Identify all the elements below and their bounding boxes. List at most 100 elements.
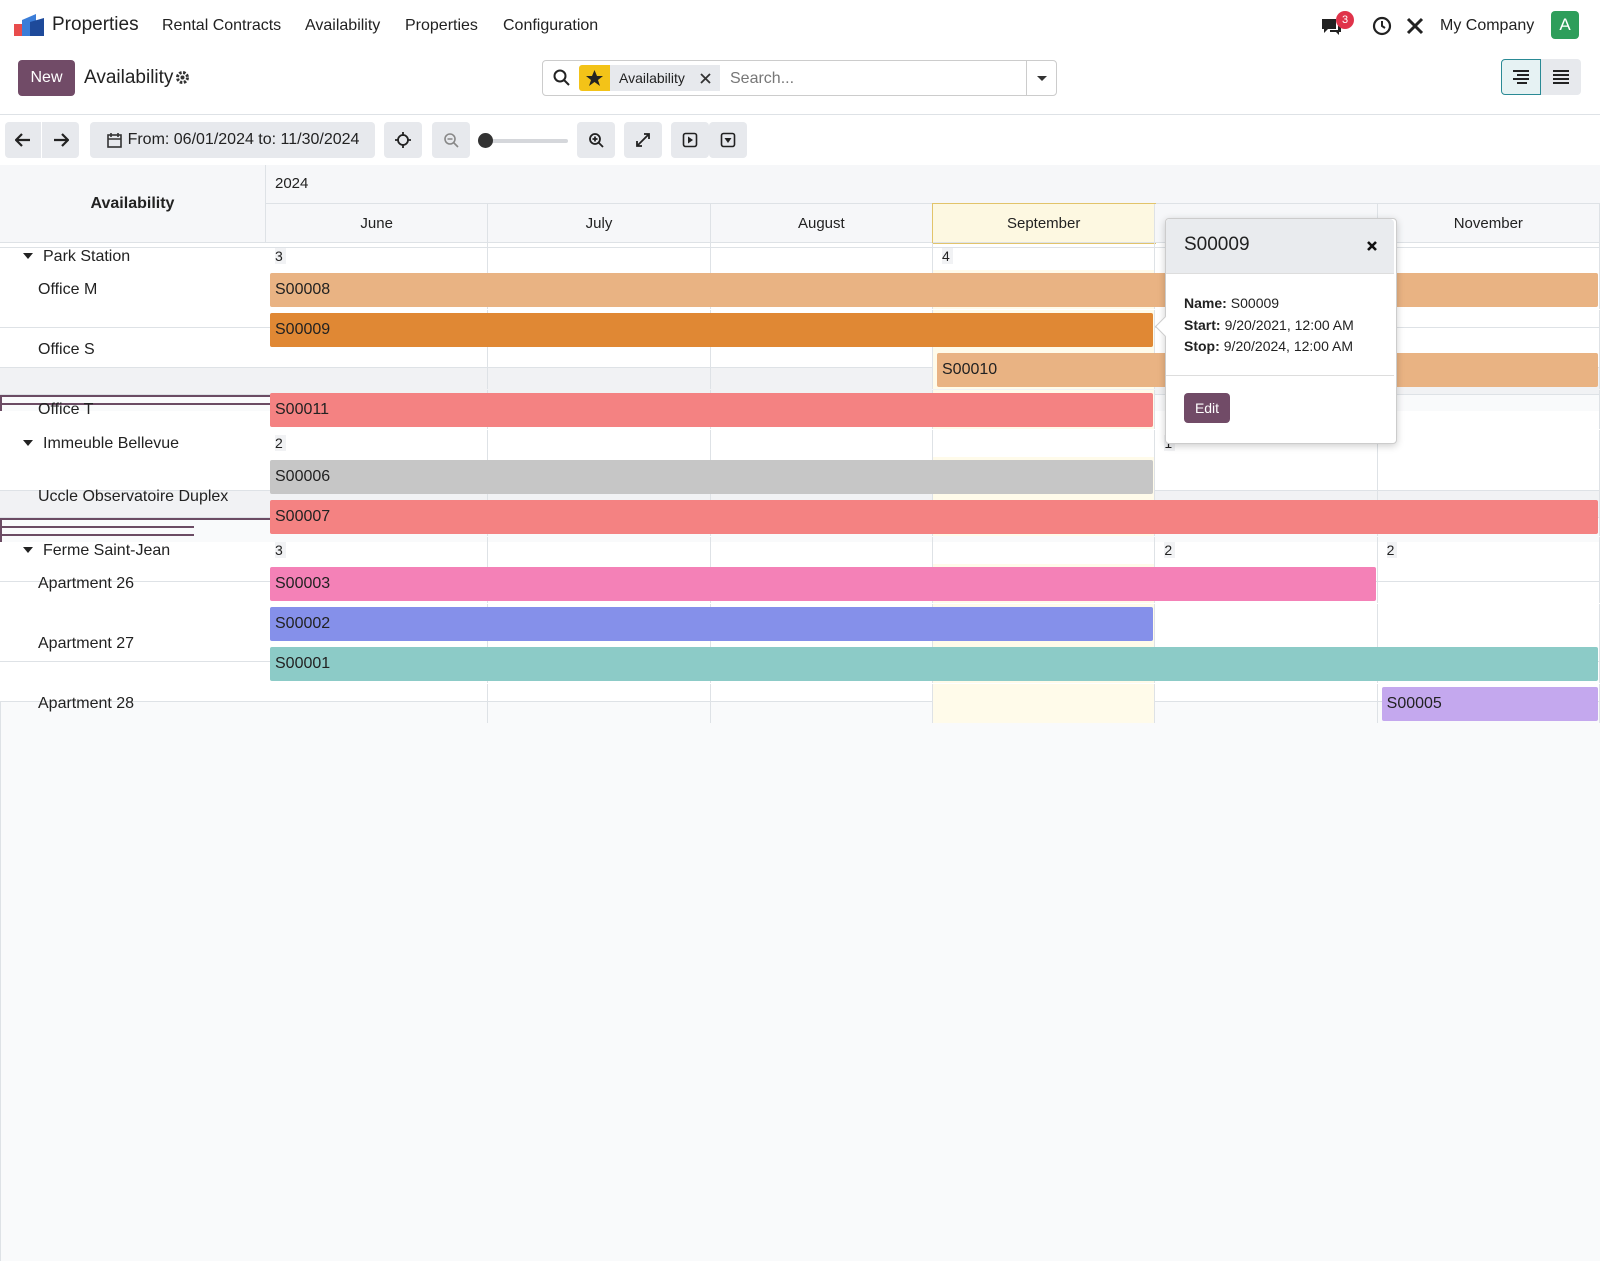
edit-button[interactable]: Edit: [1184, 393, 1230, 423]
year-header: 2024: [266, 165, 1600, 204]
tools-icon[interactable]: [1405, 16, 1425, 36]
company-name[interactable]: My Company: [1440, 17, 1535, 34]
popover-body: Name: S00009 Start: 9/20/2021, 12:00 AM Stop…: [1184, 293, 1354, 358]
pill-popover: S00009 Name: S00009 Start: 9/20/2021, 12:00…: [1154, 218, 1397, 444]
new-button[interactable]: New: [18, 60, 75, 96]
month-header: November: [1377, 204, 1600, 243]
focus-today-button[interactable]: [384, 122, 422, 158]
app-name[interactable]: Properties: [52, 14, 139, 35]
group-name[interactable]: Ferme Saint-Jean: [43, 542, 171, 559]
date-range: From: 06/01/2024 to: 11/30/2024: [127, 131, 360, 148]
month-header: June: [266, 204, 489, 243]
gantt-view-button[interactable]: [1501, 59, 1541, 95]
row-label: Office T: [38, 401, 94, 418]
group-count: 2: [1164, 542, 1176, 558]
grid-cell: [1155, 604, 1378, 683]
user-avatar[interactable]: A: [1551, 11, 1579, 39]
facet-remove[interactable]: [700, 73, 711, 84]
menu-item[interactable]: Rental Contracts: [162, 17, 282, 34]
month-header: July: [488, 204, 711, 243]
count-line: [0, 526, 195, 528]
grid-cell: [266, 430, 489, 457]
menu-item[interactable]: Configuration: [503, 17, 599, 34]
group-toggle[interactable]: [23, 440, 33, 446]
gantt-view: Availability 2024 June July August Septembe…: [0, 165, 1600, 1261]
gantt-toolbar: From: 06/01/2024 to: 11/30/2024: [0, 115, 1600, 166]
group-toggle[interactable]: [23, 547, 33, 553]
collapse-rows-button[interactable]: [709, 122, 747, 158]
group-name[interactable]: Park Station: [43, 248, 131, 265]
grid-cell: [711, 684, 933, 723]
pill[interactable]: S00011: [270, 393, 1154, 427]
menu-item[interactable]: Properties: [405, 17, 478, 34]
group-count: 3: [275, 542, 286, 558]
menu-item[interactable]: Availability: [305, 17, 381, 34]
count-line: [0, 403, 417, 405]
pill[interactable]: S00005: [1381, 687, 1598, 721]
app-logo: [14, 14, 44, 36]
popover-divider: [1166, 375, 1394, 376]
facet-icon: [579, 65, 610, 91]
search-icon[interactable]: [553, 69, 571, 87]
list-view-button[interactable]: [1541, 59, 1581, 95]
row-label: Uccle Observatoire Duplex: [38, 488, 229, 505]
grid-cell: [488, 310, 711, 389]
pill[interactable]: S00006: [270, 460, 1154, 494]
grid-cell: [488, 457, 711, 536]
grid-cell: [933, 537, 1156, 564]
grid-cell: [266, 604, 489, 683]
pill[interactable]: S00009: [270, 313, 1154, 347]
settings-icon[interactable]: [175, 70, 190, 85]
search-bar: Availability Search...: [542, 60, 1057, 96]
navbar: Properties Rental Contracts Availability…: [0, 0, 1600, 50]
search-dropdown[interactable]: [1026, 61, 1058, 95]
row-label: Apartment 28: [38, 695, 135, 712]
pill[interactable]: S00007: [270, 500, 1598, 534]
grid-cell: [933, 684, 1156, 723]
grid-cell: [488, 430, 711, 457]
zoom-out-button[interactable]: [432, 122, 470, 158]
group-name[interactable]: Immeuble Bellevue: [43, 435, 180, 452]
popover-field: Name: S00009: [1184, 293, 1354, 315]
grid-cell: [266, 310, 489, 389]
control-panel: New Availability Availability Search...: [0, 50, 1600, 115]
pill[interactable]: S00002: [270, 607, 1154, 641]
grid-cell: [1378, 390, 1600, 429]
grid-cell: [1378, 537, 1600, 564]
zoom-handle[interactable]: [478, 133, 493, 148]
grid-cell: [488, 684, 711, 723]
popover-close[interactable]: [1366, 240, 1378, 252]
count-tick: [0, 397, 2, 403]
count-tick: [0, 405, 2, 411]
left-column-border: [0, 702, 1, 1261]
group-toggle[interactable]: [23, 253, 33, 259]
grid-cell: [1155, 564, 1378, 603]
next-button[interactable]: [42, 122, 79, 158]
field-value: 9/20/2024, 12:00 AM: [1223, 338, 1353, 354]
activity-icon[interactable]: [1372, 16, 1392, 36]
field-value: 9/20/2021, 12:00 AM: [1224, 316, 1354, 333]
field-label: Stop:: [1184, 338, 1220, 354]
expand-button[interactable]: [624, 122, 662, 158]
grid-cell: [488, 537, 711, 564]
expand-rows-button[interactable]: [671, 122, 709, 158]
grid-cell: [1378, 684, 1600, 723]
row-label: Office M: [38, 281, 98, 298]
grid-cell: [488, 604, 711, 683]
zoom-slider[interactable]: [480, 139, 568, 143]
grid-cell: [1378, 270, 1600, 309]
grid-cell: [711, 604, 933, 683]
zoom-in-button[interactable]: [577, 122, 615, 158]
previous-button[interactable]: [5, 122, 41, 158]
grid-cell: [1378, 564, 1600, 603]
grid-cell: [1378, 310, 1600, 389]
count-tick: [0, 528, 2, 534]
grid-cell: [1378, 430, 1600, 457]
search-placeholder[interactable]: Search...: [730, 70, 795, 87]
pill[interactable]: S00008: [270, 273, 1598, 307]
pill[interactable]: S00003: [270, 567, 1376, 601]
pill[interactable]: S00001: [270, 647, 1598, 681]
field-label: Name:: [1184, 295, 1227, 311]
date-range-button[interactable]: From: 06/01/2024 to: 11/30/2024: [90, 122, 375, 158]
